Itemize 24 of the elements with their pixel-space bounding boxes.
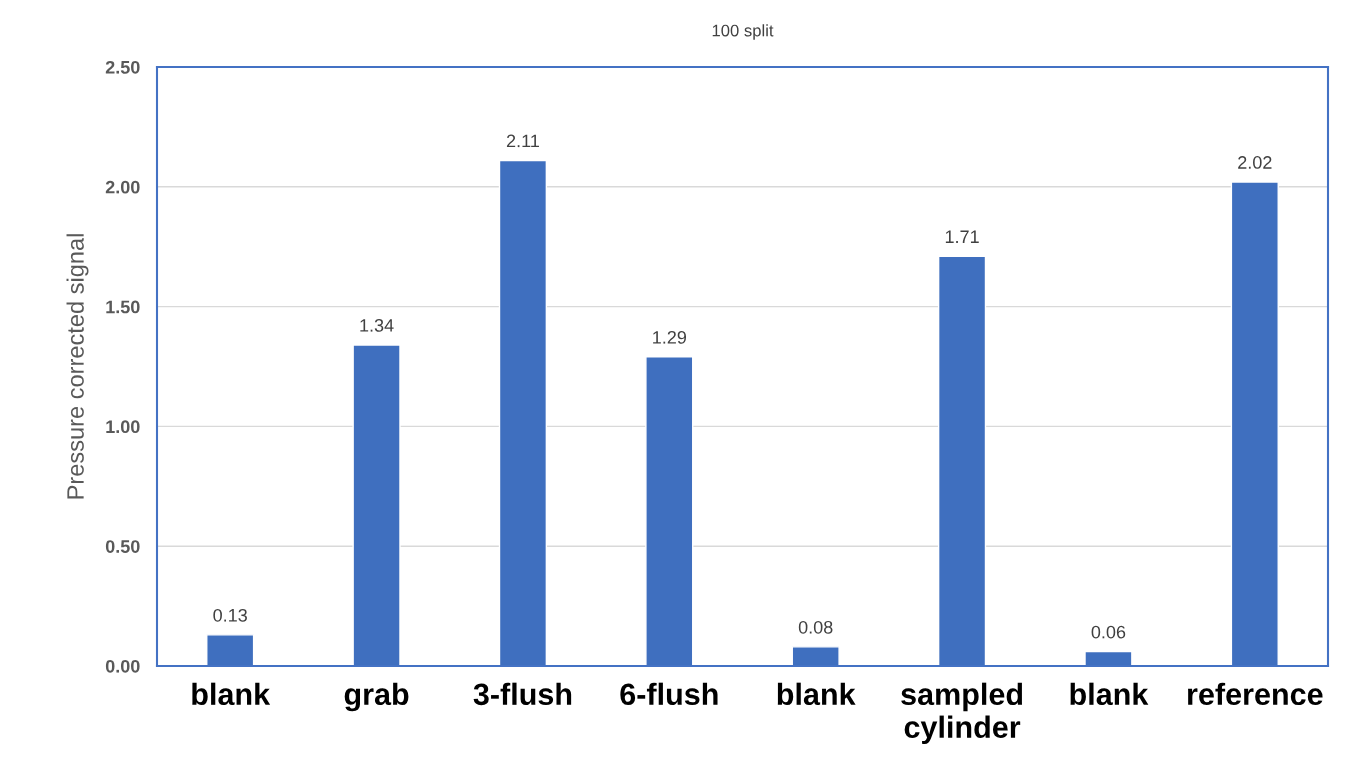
x-tick-label: blank [192, 682, 271, 706]
x-tick-label: sampled cylinder [901, 682, 1023, 745]
x-tick-label: 6-flush [620, 682, 718, 706]
data-label: 1.71 [945, 230, 979, 243]
data-label: 0.06 [1091, 625, 1126, 639]
data-label: 0.13 [213, 608, 247, 622]
data-label: 2.02 [1238, 156, 1272, 169]
y-tick-label: 1.00 [106, 420, 140, 434]
y-tick-label: 2.00 [105, 180, 140, 194]
data-label: 1.34 [360, 319, 394, 332]
y-tick-label: 0.00 [105, 659, 140, 673]
y-tick-label: 1.50 [106, 300, 140, 314]
x-tick-label: reference [1188, 682, 1323, 706]
x-tick-label: blank [1070, 682, 1149, 706]
data-label: 0.08 [798, 620, 833, 634]
y-axis-title: Pressure corrected signal [66, 234, 89, 499]
y-tick-label: 2.50 [105, 60, 140, 74]
data-label: 1.29 [653, 330, 687, 344]
y-tick-label: 0.50 [105, 540, 140, 553]
data-label: 2.11 [506, 134, 539, 148]
chart-title: 100 split [712, 24, 774, 40]
x-tick-label: blank [777, 682, 856, 706]
x-tick-label: grab [344, 682, 409, 712]
x-tick-label: 3-flush [473, 682, 572, 706]
